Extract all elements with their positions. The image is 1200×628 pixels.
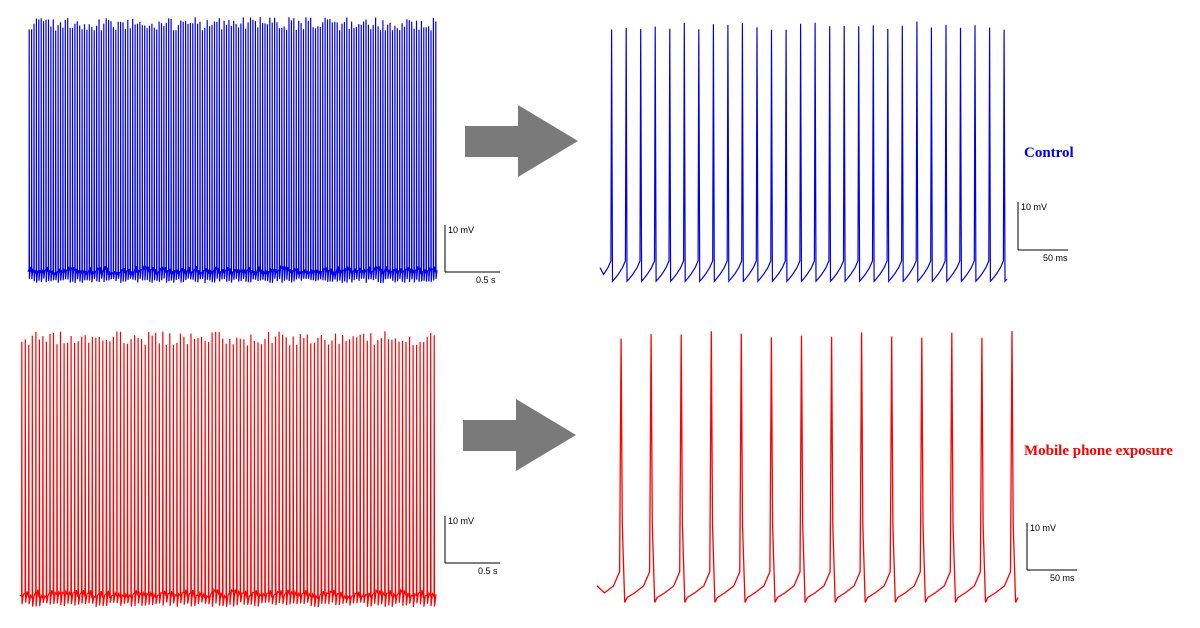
trace-control-zoomed <box>599 21 1008 283</box>
scalebar-x-label: 0.5 s <box>476 275 496 285</box>
panel-control-zoomed: 10 mV 50 ms Control <box>599 21 1074 283</box>
trace-exposure-zoomed <box>596 331 1019 603</box>
scalebar-x-label: 50 ms <box>1050 573 1075 583</box>
panel-exposure-zoomed: 10 mV 50 ms Mobile phone exposure <box>596 331 1173 603</box>
scalebar-exposure-overview: 10 mV 0.5 s <box>444 516 500 576</box>
scalebar-control-zoomed: 10 mV 50 ms <box>1017 202 1068 263</box>
scalebar-y-label: 10 mV <box>1030 523 1056 533</box>
condition-label-control: Control <box>1024 145 1074 161</box>
panel-exposure-overview: 10 mV 0.5 s <box>19 331 500 608</box>
scalebar-x-label: 50 ms <box>1043 253 1068 263</box>
scalebar-exposure-zoomed: 10 mV 50 ms <box>1026 523 1077 583</box>
right-arrow-icon <box>465 105 578 177</box>
scalebar-y-label: 10 mV <box>1021 202 1047 212</box>
trace-control-overview <box>27 17 438 283</box>
panel-control-overview: 10 mV 0.5 s <box>27 17 500 285</box>
right-arrow-icon <box>463 399 576 471</box>
scalebar-y-label: 10 mV <box>448 516 474 526</box>
trace-exposure-overview <box>19 331 437 608</box>
scalebar-control-overview: 10 mV 0.5 s <box>444 225 500 285</box>
condition-label-exposure: Mobile phone exposure <box>1024 443 1173 459</box>
scalebar-x-label: 0.5 s <box>478 566 498 576</box>
scalebar-y-label: 10 mV <box>448 225 474 235</box>
